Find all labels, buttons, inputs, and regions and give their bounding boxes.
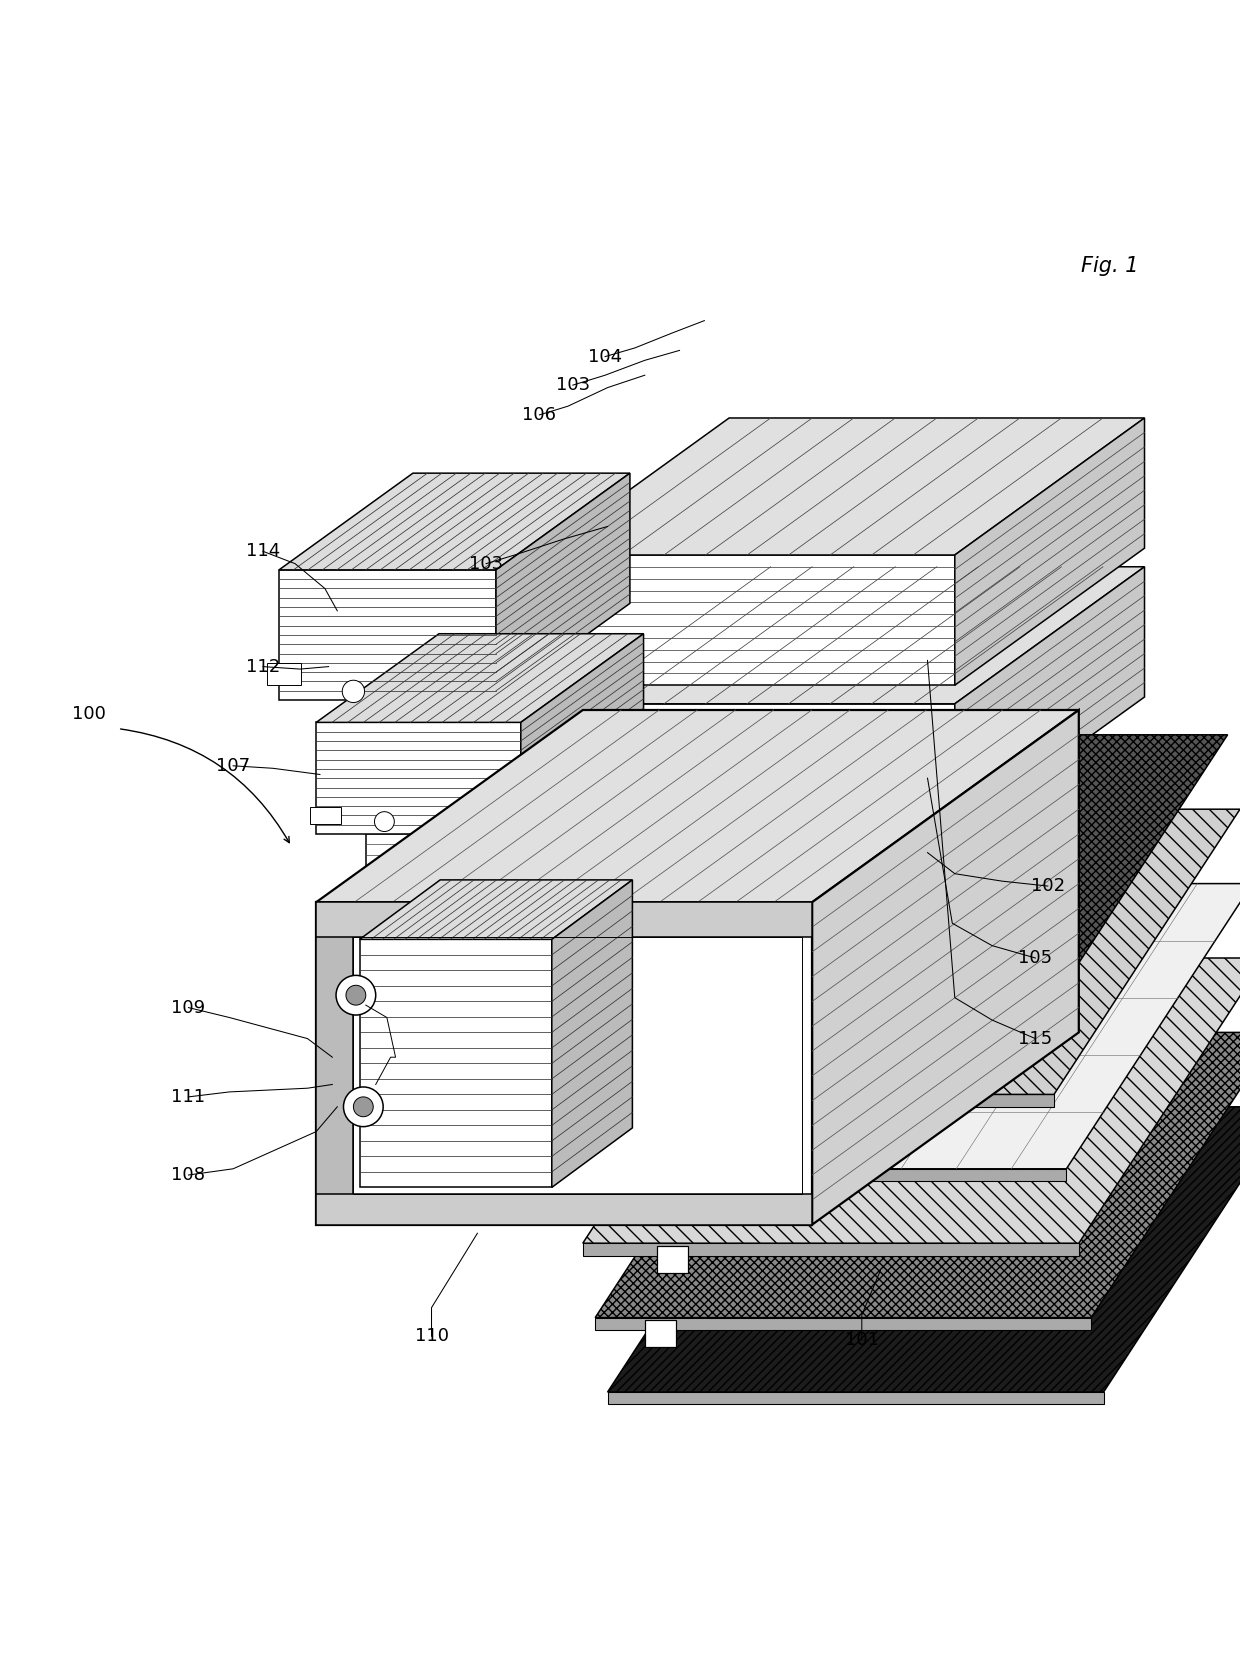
Polygon shape — [316, 722, 521, 834]
Text: 114: 114 — [246, 542, 280, 560]
Polygon shape — [316, 711, 1079, 902]
Polygon shape — [316, 634, 644, 722]
Text: 111: 111 — [171, 1088, 206, 1106]
Polygon shape — [632, 1171, 663, 1199]
Text: Fig. 1: Fig. 1 — [1081, 257, 1138, 277]
Circle shape — [398, 864, 420, 886]
Polygon shape — [645, 1319, 676, 1348]
Polygon shape — [583, 1243, 1079, 1256]
Text: 104: 104 — [588, 347, 622, 365]
Polygon shape — [608, 1022, 639, 1049]
Polygon shape — [310, 807, 341, 824]
Polygon shape — [812, 711, 1079, 1224]
Text: 103: 103 — [469, 555, 503, 572]
Polygon shape — [279, 570, 496, 701]
Polygon shape — [539, 419, 1145, 555]
Polygon shape — [657, 1246, 688, 1273]
Circle shape — [353, 1098, 373, 1116]
Polygon shape — [539, 555, 955, 686]
Polygon shape — [539, 704, 955, 834]
Polygon shape — [608, 1108, 1240, 1393]
Polygon shape — [316, 902, 812, 1224]
Circle shape — [374, 812, 394, 832]
Polygon shape — [608, 1393, 1104, 1404]
Text: 110: 110 — [414, 1328, 449, 1344]
Polygon shape — [546, 1021, 1042, 1032]
Text: 100: 100 — [72, 704, 107, 722]
Polygon shape — [595, 1318, 1091, 1329]
Circle shape — [343, 1088, 383, 1126]
Polygon shape — [279, 474, 630, 570]
Text: 105: 105 — [1018, 949, 1053, 967]
Polygon shape — [552, 881, 632, 1188]
Polygon shape — [316, 1194, 812, 1224]
Circle shape — [336, 976, 376, 1016]
Text: 108: 108 — [171, 1166, 206, 1184]
Polygon shape — [955, 567, 1145, 834]
Polygon shape — [645, 1098, 676, 1124]
Polygon shape — [744, 691, 900, 896]
Polygon shape — [366, 802, 744, 896]
Polygon shape — [570, 884, 1240, 1169]
Polygon shape — [267, 662, 301, 686]
Polygon shape — [496, 474, 630, 701]
Text: 102: 102 — [1030, 877, 1065, 896]
Text: 115: 115 — [1018, 1029, 1053, 1048]
Polygon shape — [546, 736, 1228, 1021]
Polygon shape — [521, 634, 644, 834]
Text: 107: 107 — [216, 757, 250, 776]
Polygon shape — [583, 957, 1240, 1243]
Circle shape — [342, 681, 365, 702]
Polygon shape — [570, 1169, 1066, 1181]
Polygon shape — [366, 691, 900, 802]
Circle shape — [346, 986, 366, 1006]
Text: 101: 101 — [844, 1331, 879, 1349]
Polygon shape — [595, 1032, 1240, 1318]
Polygon shape — [316, 902, 812, 937]
Text: 109: 109 — [171, 999, 206, 1016]
Polygon shape — [558, 1094, 1054, 1108]
Polygon shape — [316, 902, 353, 1224]
Text: 106: 106 — [522, 405, 557, 424]
Polygon shape — [558, 809, 1240, 1094]
Text: 103: 103 — [556, 375, 590, 394]
Text: 112: 112 — [246, 657, 280, 676]
Polygon shape — [955, 419, 1145, 686]
Polygon shape — [360, 881, 632, 939]
Polygon shape — [360, 939, 552, 1188]
Polygon shape — [539, 567, 1145, 704]
